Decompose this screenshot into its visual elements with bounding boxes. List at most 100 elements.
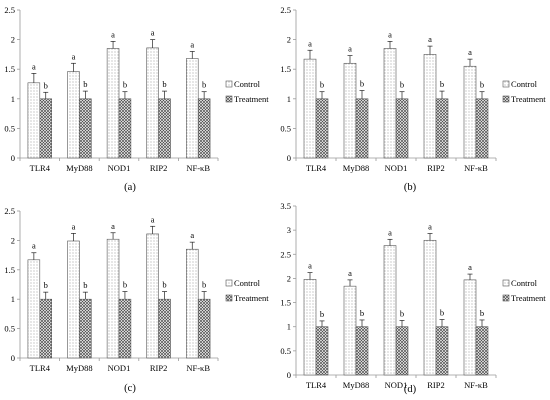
x-tick-label: RIP2 bbox=[427, 163, 444, 173]
bar-treatment bbox=[475, 326, 489, 376]
bar-control bbox=[106, 238, 120, 359]
chart-panel-a: 00.511.522.5abTLR4abMyD88abNOD1abRIP2abN… bbox=[4, 5, 269, 193]
chart-panel-d: 0 0.5 1 1.5 2 2.5 3 3.5 a b TLR4 a b MyD88 a b NOD1 a b RIP… bbox=[280, 201, 546, 395]
legend-label-control: Control bbox=[511, 278, 538, 288]
y-tick-label: 1 bbox=[11, 94, 15, 104]
x-tick-label: TLR4 bbox=[30, 363, 51, 373]
x-tick-label: MyD88 bbox=[343, 380, 369, 390]
x-tick-label: RIP2 bbox=[427, 380, 444, 390]
significance-label: a bbox=[348, 44, 352, 54]
significance-label: a bbox=[72, 51, 76, 61]
significance-label: b bbox=[400, 80, 404, 90]
significance-label: a bbox=[190, 39, 194, 49]
significance-label: b bbox=[440, 79, 444, 89]
chart-panel-b: 0 0.5 1 1.5 2 2.5 a b TLR4 a b MyD88 a b NOD1 a b RIP2 a b N… bbox=[280, 5, 546, 193]
legend-swatch-control bbox=[225, 279, 233, 287]
significance-label: a bbox=[348, 268, 352, 278]
significance-label: a bbox=[428, 222, 432, 232]
significance-label: b bbox=[480, 80, 484, 90]
significance-label: b bbox=[83, 280, 87, 290]
y-tick-label: 2.5 bbox=[280, 5, 291, 15]
y-tick-label: 0.5 bbox=[4, 123, 15, 133]
legend-label-treatment: Treatment bbox=[234, 293, 269, 303]
significance-label: b bbox=[202, 280, 206, 290]
y-tick-label: 1.5 bbox=[4, 64, 15, 74]
bar-control bbox=[186, 248, 199, 359]
y-tick-label: 1 bbox=[11, 294, 15, 304]
x-tick-label: NOD1 bbox=[385, 163, 408, 173]
bar-control bbox=[186, 58, 199, 159]
bar-control bbox=[303, 58, 317, 159]
bar-control bbox=[343, 285, 357, 376]
significance-label: b bbox=[123, 280, 127, 290]
significance-label: b bbox=[83, 79, 87, 89]
significance-label: b bbox=[360, 308, 364, 318]
bar-control bbox=[343, 62, 357, 159]
significance-label: a bbox=[468, 262, 472, 272]
significance-label: b bbox=[123, 80, 127, 90]
y-tick-label: 0 bbox=[11, 353, 15, 363]
significance-label: b bbox=[320, 309, 324, 319]
significance-label: a bbox=[32, 241, 36, 251]
y-tick-label: 1.5 bbox=[280, 64, 291, 74]
y-tick-label: 2.5 bbox=[280, 249, 291, 259]
bar-treatment bbox=[315, 326, 329, 376]
y-tick-label: 1.5 bbox=[4, 265, 15, 275]
significance-label: b bbox=[162, 280, 166, 290]
x-tick-label: TLR4 bbox=[30, 163, 51, 173]
y-tick-label: 3.5 bbox=[280, 201, 291, 211]
significance-label: a bbox=[428, 34, 432, 44]
y-tick-label: 2 bbox=[287, 35, 291, 45]
y-tick-label: 1 bbox=[287, 322, 291, 332]
x-tick-label: NOD1 bbox=[108, 363, 131, 373]
x-tick-label: NOD1 bbox=[108, 163, 131, 173]
bar-control bbox=[383, 48, 397, 159]
y-tick-label: 2.5 bbox=[4, 206, 15, 216]
significance-label: b bbox=[400, 308, 404, 318]
bar-treatment bbox=[395, 326, 409, 376]
y-tick-label: 0 bbox=[287, 370, 291, 380]
legend-swatch-control bbox=[225, 80, 233, 88]
bar-control bbox=[146, 47, 159, 159]
bar-control bbox=[67, 240, 80, 359]
y-tick-label: 0.5 bbox=[4, 324, 15, 334]
bar-control bbox=[27, 259, 41, 359]
bar-treatment bbox=[475, 98, 489, 159]
y-tick-label: 0 bbox=[287, 153, 291, 163]
bar-control bbox=[423, 239, 437, 376]
bar-control bbox=[303, 279, 317, 376]
legend-label-control: Control bbox=[511, 79, 538, 89]
bar-control bbox=[27, 82, 41, 159]
legend-swatch-treatment bbox=[225, 294, 233, 302]
x-tick-label: MyD88 bbox=[343, 163, 369, 173]
legend-swatch-control bbox=[502, 279, 510, 287]
chart-panel-c: 0 0.5 1 1.5 2 2.5 a b TLR4 a b MyD88 a b NOD1 a b RIP2 a b N… bbox=[4, 206, 269, 394]
x-tick-label: TLR4 bbox=[306, 163, 327, 173]
significance-label: b bbox=[360, 79, 364, 89]
y-tick-label: 0 bbox=[11, 153, 15, 163]
legend-label-control: Control bbox=[234, 278, 261, 288]
bar-control bbox=[106, 48, 120, 159]
significance-label: a bbox=[308, 261, 312, 271]
significance-label: a bbox=[388, 29, 392, 39]
significance-label: a bbox=[111, 221, 115, 231]
legend-label-treatment: Treatment bbox=[511, 293, 546, 303]
bar-control bbox=[463, 65, 477, 159]
legend-swatch-treatment bbox=[502, 294, 510, 302]
panel-label: (c) bbox=[124, 383, 136, 394]
bar-treatment bbox=[435, 326, 449, 376]
significance-label: a bbox=[468, 47, 472, 57]
x-tick-label: NF-κB bbox=[186, 163, 210, 173]
y-tick-label: 3 bbox=[287, 225, 291, 235]
bar-treatment bbox=[435, 98, 449, 159]
y-tick-label: 2 bbox=[287, 273, 291, 283]
x-tick-label: NOD1 bbox=[385, 380, 408, 390]
significance-label: a bbox=[111, 29, 115, 39]
bar-treatment bbox=[315, 98, 329, 159]
legend-label-control: Control bbox=[234, 79, 261, 89]
legend-label-treatment: Treatment bbox=[511, 94, 546, 104]
significance-label: b bbox=[44, 80, 48, 90]
legend-swatch-control bbox=[502, 80, 510, 88]
bar-treatment bbox=[118, 98, 132, 159]
